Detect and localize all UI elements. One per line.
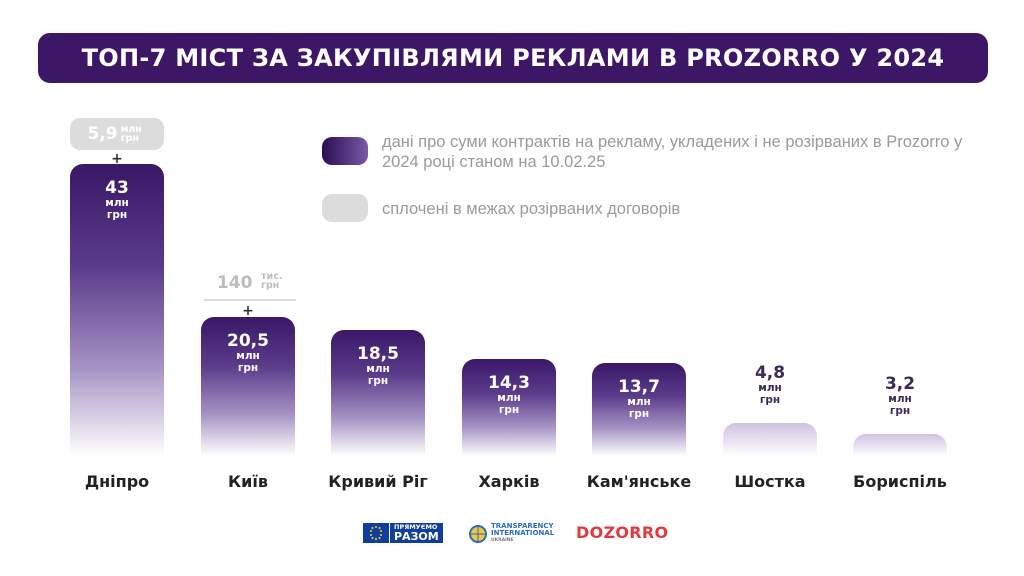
- bar-value-number: 13,7: [618, 376, 660, 397]
- extra-value-kyiv: 140 тис. грн: [204, 272, 298, 293]
- bar-value-unit: грн: [106, 209, 128, 221]
- ti-logo-line3: UKRAINE: [491, 538, 514, 543]
- chart-title: ТОП-7 МІСТ ЗА ЗАКУПІВЛЯМИ РЕКЛАМИ В PROZ…: [81, 44, 945, 72]
- bar-city-2: [201, 316, 295, 456]
- eu-logo: ПРЯМУЄМО РАЗОМ: [363, 523, 443, 543]
- bar-city-4: [462, 358, 556, 456]
- bar-value-unit: млн: [105, 197, 129, 209]
- category-label: Дніпро: [84, 472, 150, 491]
- bar-value-number: 4,8: [754, 363, 786, 384]
- bar-value-unit: грн: [367, 375, 389, 388]
- legend-swatch-terminated: [322, 194, 368, 222]
- category-label: Шостка: [734, 472, 806, 491]
- title-banner: ТОП-7 МІСТ ЗА ЗАКУПІВЛЯМИ РЕКЛАМИ В PROZ…: [38, 33, 988, 83]
- bar-value-unit: грн: [498, 403, 520, 416]
- bar-value-unit: млн: [627, 395, 651, 408]
- bar-value-label: 43 млн грн: [70, 178, 164, 222]
- bar-value-label: 18,5 млн грн: [331, 344, 425, 388]
- bar-value-unit: млн: [758, 382, 782, 395]
- bar-value-unit: грн: [759, 394, 781, 407]
- category-label: Кривий Ріг: [328, 472, 428, 491]
- eu-logo-line2: РАЗОМ: [394, 530, 439, 543]
- bar-value-unit: млн: [497, 391, 521, 404]
- eu-logo-line1: ПРЯМУЄМО: [394, 523, 438, 531]
- bar-value-label: 4,8 млн грн: [723, 363, 817, 407]
- category-label: Київ: [228, 472, 268, 491]
- bar-value-label: 14,3 млн грн: [462, 372, 556, 416]
- bar-value-number: 18,5: [357, 344, 399, 365]
- globe-icon: [469, 524, 487, 543]
- category-label: Харків: [478, 472, 540, 491]
- plus-sign-kyiv: +: [242, 303, 254, 319]
- bar-city-1: [70, 164, 164, 456]
- ti-logo-line2: INTERNATIONAL: [491, 529, 555, 537]
- extra-value-dnipro: 5,9 млн грн: [70, 118, 164, 150]
- bar-city-7: [853, 434, 947, 456]
- bar-value-label: 13,7 млн грн: [592, 376, 686, 420]
- bar-city-5: [592, 362, 686, 456]
- bar-city-6: [723, 423, 817, 456]
- legend-label-contracts: дані про суми контрактів на рекламу, укл…: [382, 133, 963, 171]
- bar-value-number: 43: [105, 178, 129, 198]
- bar-value-number: 14,3: [488, 372, 530, 393]
- bar-value-label: 3,2 млн грн: [853, 374, 947, 418]
- extra-value-kyiv-number: 140: [216, 273, 253, 293]
- extra-value-dnipro-unit: млн грн: [120, 124, 142, 144]
- bar-city-3: [331, 330, 425, 456]
- bar-value-number: 3,2: [884, 374, 916, 395]
- category-label: Бориспіль: [853, 472, 947, 491]
- bar-value-unit: грн: [889, 405, 911, 418]
- bar-value-unit: млн: [366, 363, 390, 376]
- bar-value-unit: млн: [888, 393, 912, 406]
- bar-value-unit: млн: [236, 349, 260, 362]
- bar-value-unit: грн: [628, 407, 650, 420]
- ti-logo-line1: TRANSPARENCY: [491, 522, 554, 530]
- extra-value-dnipro-number: 5,9: [87, 124, 118, 144]
- bar-value-unit: грн: [237, 361, 259, 374]
- legend-label-terminated: сплочені в межах розірваних договорів: [382, 200, 681, 218]
- plus-sign-dnipro: +: [111, 151, 123, 167]
- dozorro-logo: DOZORRO: [576, 523, 669, 542]
- eu-flag-icon: [363, 523, 389, 543]
- transparency-international-logo: TRANSPARENCY INTERNATIONAL UKRAINE: [469, 523, 554, 544]
- extra-value-kyiv-unit: тис. грн: [261, 271, 283, 291]
- category-label: Кам'янське: [586, 472, 692, 491]
- legend-swatch-contracts: [322, 137, 368, 165]
- bar-value-label: 20,5 млн грн: [201, 330, 295, 374]
- extra-underline-kyiv: [204, 299, 296, 301]
- bar-value-number: 20,5: [227, 330, 269, 351]
